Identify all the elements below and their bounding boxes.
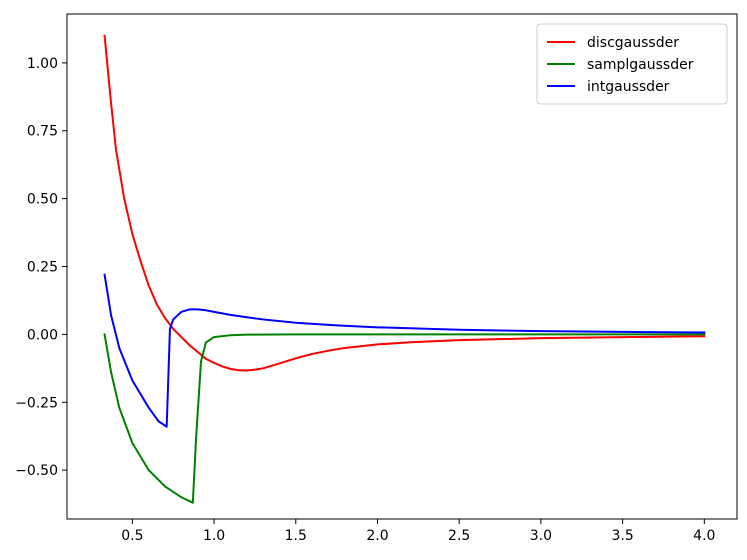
- legend: discgaussder samplgaussder intgaussder: [536, 23, 728, 105]
- x-tick-label: 2.0: [366, 528, 388, 544]
- y-tick-label: 0.75: [27, 124, 58, 140]
- legend-box: [536, 23, 728, 105]
- y-tick-label: 1.00: [27, 56, 58, 72]
- x-tick-label: 3.0: [530, 528, 552, 544]
- y-axis: −0.50 −0.25 0.00 0.25 0.50 0.75 1.00: [15, 56, 67, 479]
- x-tick-label: 2.5: [448, 528, 470, 544]
- y-tick-label: −0.50: [15, 463, 58, 479]
- series-line-samplgaussder: [103, 333, 706, 504]
- y-tick-label: 0.50: [27, 192, 58, 208]
- x-tick-label: 1.0: [203, 528, 225, 544]
- y-tick-label: 0.25: [27, 260, 58, 276]
- x-tick-label: 4.0: [693, 528, 715, 544]
- legend-label: intgaussder: [587, 79, 670, 95]
- x-tick-label: 3.5: [611, 528, 633, 544]
- x-axis: 0.5 1.0 1.5 2.0 2.5 3.0 3.5 4.0: [121, 519, 715, 544]
- legend-label: discgaussder: [587, 35, 679, 51]
- y-tick-label: −0.25: [15, 395, 58, 411]
- y-tick-label: 0.00: [27, 327, 58, 343]
- series-line-discgaussder: [103, 34, 706, 372]
- series-layer: [103, 34, 706, 504]
- x-tick-label: 1.5: [285, 528, 307, 544]
- x-tick-label: 0.5: [121, 528, 143, 544]
- series-line-intgaussder: [103, 273, 706, 428]
- legend-label: samplgaussder: [587, 57, 694, 73]
